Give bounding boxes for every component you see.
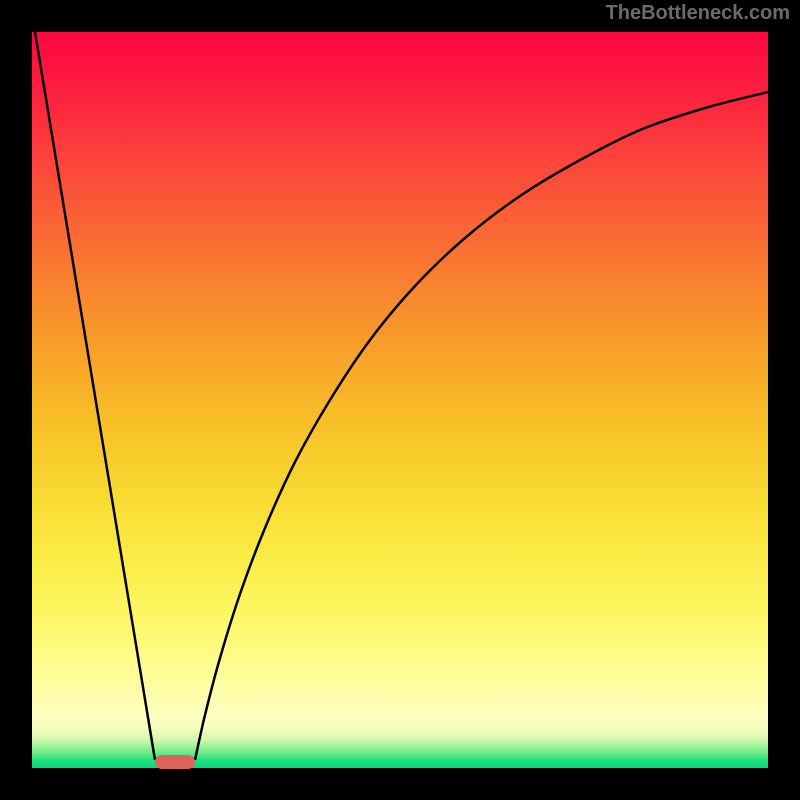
watermark-text: TheBottleneck.com bbox=[606, 2, 790, 25]
bottom_marker bbox=[155, 755, 195, 769]
marker bbox=[155, 755, 195, 769]
plot-background bbox=[32, 32, 768, 768]
chart-container: TheBottleneck.com bbox=[0, 0, 800, 800]
bottleneck-chart bbox=[0, 0, 800, 800]
